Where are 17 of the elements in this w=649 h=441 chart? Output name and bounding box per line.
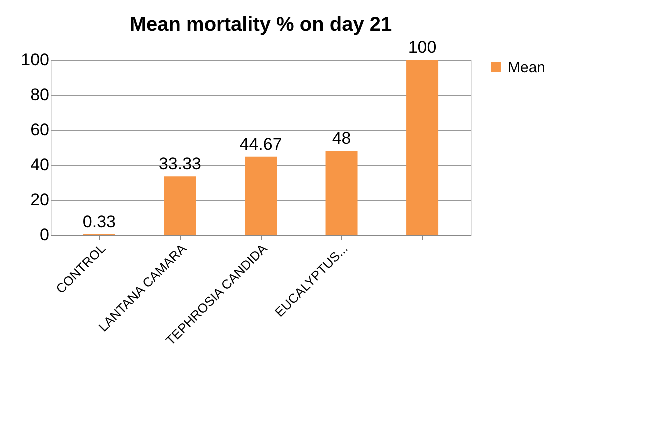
y-tick-label: 100 <box>21 50 50 70</box>
y-tick-label: 0 <box>40 226 50 244</box>
bar <box>164 176 196 235</box>
y-tick-label: 40 <box>30 156 50 174</box>
bar <box>406 60 439 235</box>
data-label: 48 <box>332 129 352 148</box>
data-label: 0.33 <box>82 212 116 232</box>
legend-label: Mean <box>508 60 546 76</box>
bar <box>326 151 358 235</box>
data-label: 100 <box>408 38 437 57</box>
bar <box>245 156 277 235</box>
chart-title: Mean mortality % on day 21 <box>130 14 392 36</box>
y-tick-label: 20 <box>30 190 50 210</box>
y-tick-label: 60 <box>30 120 50 140</box>
data-label: 33.33 <box>158 154 202 174</box>
y-tick-label: 80 <box>30 86 50 104</box>
data-label: 44.67 <box>240 134 282 154</box>
